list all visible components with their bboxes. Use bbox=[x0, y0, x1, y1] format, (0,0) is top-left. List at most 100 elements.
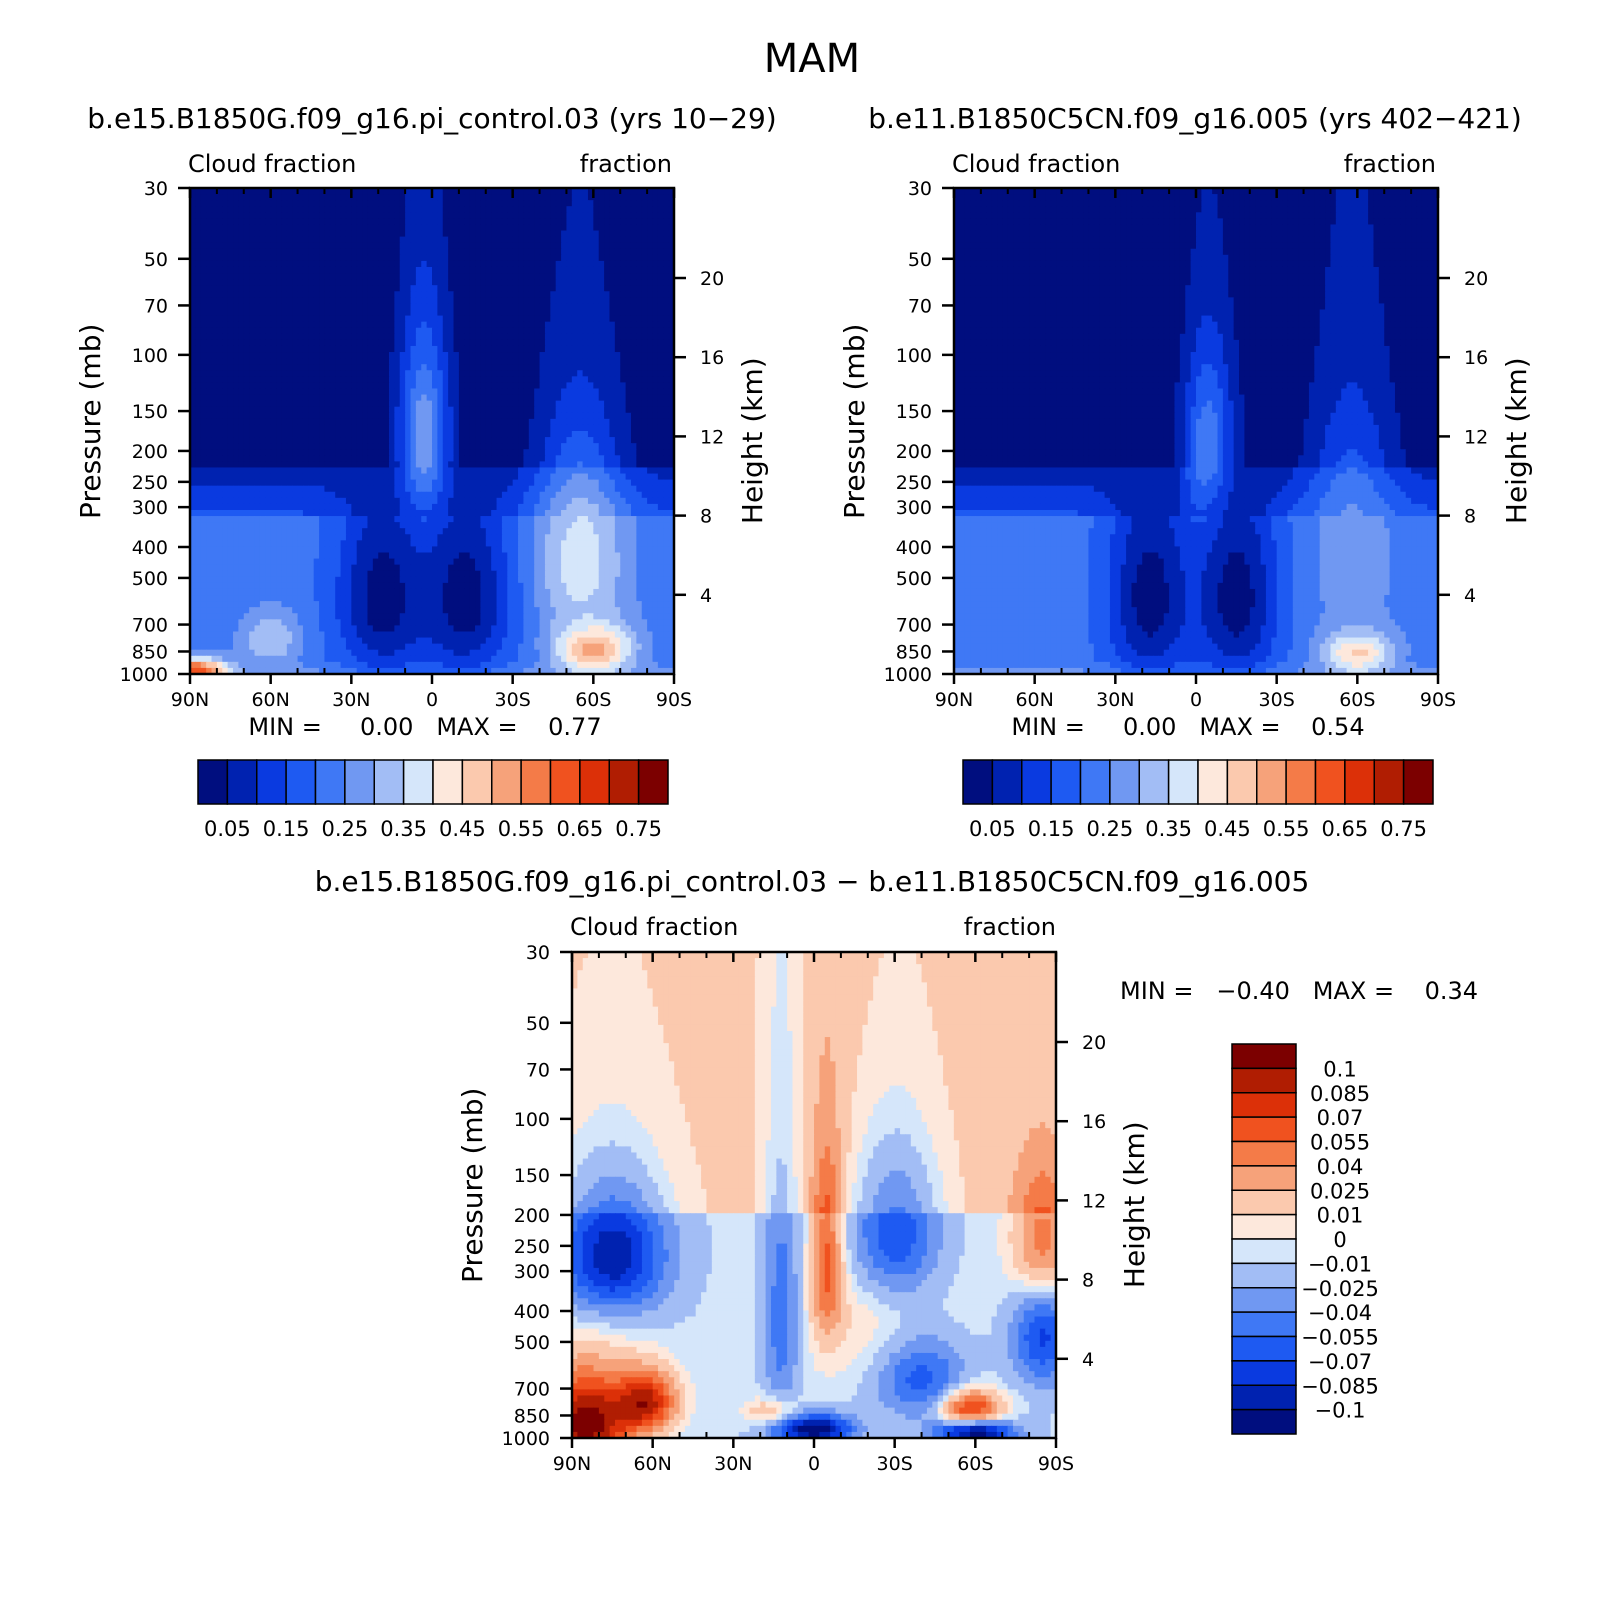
colorbar-label: 0.35 bbox=[1145, 817, 1192, 841]
colorbar-swatch bbox=[197, 759, 229, 805]
pressure-tick-label: 850 bbox=[132, 641, 168, 663]
colorbar-label: 0.35 bbox=[380, 817, 427, 841]
units-label: fraction bbox=[964, 913, 1056, 941]
lat-tick-label: 90S bbox=[656, 689, 692, 711]
colorbar-vertical: 0.10.0850.070.0550.040.0250.010−0.01−0.0… bbox=[1231, 1043, 1379, 1435]
pressure-tick-label: 50 bbox=[144, 249, 168, 271]
colorbar-label: 0.085 bbox=[1310, 1082, 1370, 1106]
lat-tick-label: 90S bbox=[1420, 689, 1456, 711]
colorbar-swatch bbox=[373, 759, 405, 805]
lat-tick-label: 60N bbox=[1015, 689, 1053, 711]
figure-title: MAM bbox=[764, 36, 860, 82]
colorbar-label: 0.05 bbox=[204, 817, 251, 841]
height-tick-label: 8 bbox=[1082, 1270, 1094, 1292]
colorbar-swatch bbox=[1231, 1311, 1297, 1338]
colorbar-label: −0.07 bbox=[1308, 1350, 1372, 1374]
colorbar-swatch bbox=[256, 759, 287, 805]
panel-top-right: b.e11.B1850C5CN.f09_g16.005 (yrs 402−421… bbox=[838, 102, 1533, 841]
colorbar-swatch bbox=[1285, 759, 1317, 805]
colorbar-swatch bbox=[991, 759, 1023, 805]
pressure-tick-label: 50 bbox=[526, 1013, 550, 1035]
pressure-tick-label: 500 bbox=[896, 568, 932, 590]
colorbar-swatch bbox=[1231, 1092, 1297, 1118]
colorbar-swatch bbox=[1109, 759, 1140, 805]
colorbar-swatch bbox=[314, 759, 346, 805]
lat-tick-label: 30N bbox=[714, 1453, 752, 1475]
panel-title: b.e15.B1850G.f09_g16.pi_control.03 − b.e… bbox=[315, 865, 1310, 898]
pressure-tick-label: 400 bbox=[514, 1301, 550, 1323]
y-axis-label: Pressure (mb) bbox=[456, 1088, 489, 1283]
colorbar-swatch bbox=[1231, 1140, 1297, 1167]
colorbar-swatch bbox=[1231, 1335, 1297, 1362]
lat-tick-label: 60N bbox=[251, 689, 289, 711]
colorbar-label: 0.55 bbox=[498, 817, 545, 841]
colorbar-swatch bbox=[1231, 1408, 1297, 1435]
colorbar-label: 0.25 bbox=[321, 817, 368, 841]
colorbar: 0.05 0.15 0.25 0.35 0.45 0.55 0.65 0.75 bbox=[962, 759, 1434, 841]
colorbar-label: 0.65 bbox=[1321, 817, 1368, 841]
height-tick-label: 12 bbox=[1082, 1190, 1106, 1212]
units-label: fraction bbox=[1344, 150, 1436, 178]
colorbar-swatch bbox=[1231, 1067, 1297, 1094]
lat-tick-label: 0 bbox=[426, 689, 438, 711]
pressure-tick-label: 70 bbox=[908, 295, 932, 317]
colorbar-swatch bbox=[491, 759, 522, 805]
colorbar-label: 0.055 bbox=[1310, 1131, 1370, 1155]
panel-title: b.e11.B1850C5CN.f09_g16.005 (yrs 402−421… bbox=[868, 102, 1522, 135]
colorbar-label: −0.1 bbox=[1315, 1399, 1366, 1423]
colorbar-label: 0.55 bbox=[1263, 817, 1310, 841]
variable-label: Cloud fraction bbox=[952, 150, 1120, 178]
panel-title: b.e15.B1850G.f09_g16.pi_control.03 (yrs … bbox=[87, 102, 776, 135]
colorbar-swatch bbox=[1231, 1360, 1297, 1386]
height-tick-label: 4 bbox=[1082, 1349, 1094, 1371]
lat-tick-label: 90N bbox=[171, 689, 209, 711]
height-tick-label: 4 bbox=[700, 585, 712, 607]
colorbar-swatch bbox=[1231, 1213, 1297, 1240]
variable-label: Cloud fraction bbox=[188, 150, 356, 178]
colorbar-swatch bbox=[549, 759, 581, 805]
colorbar-swatch bbox=[1050, 759, 1082, 805]
y-axis-label: Pressure (mb) bbox=[838, 324, 871, 519]
colorbar-label: 0.75 bbox=[615, 817, 662, 841]
lat-tick-label: 60S bbox=[957, 1453, 993, 1475]
colorbar-label: 0.1 bbox=[1323, 1057, 1356, 1081]
pressure-tick-label: 700 bbox=[132, 615, 168, 637]
lat-tick-label: 30N bbox=[1096, 689, 1134, 711]
panel-difference: b.e15.B1850G.f09_g16.pi_control.03 − b.e… bbox=[315, 865, 1478, 1475]
y-axis-label: Pressure (mb) bbox=[74, 324, 107, 519]
variable-label: Cloud fraction bbox=[570, 913, 738, 941]
lat-tick-label: 30S bbox=[495, 689, 531, 711]
colorbar-swatch bbox=[1231, 1043, 1297, 1070]
colorbar-label: 0.07 bbox=[1317, 1106, 1364, 1130]
pressure-tick-label: 30 bbox=[144, 178, 168, 200]
pressure-tick-label: 300 bbox=[132, 497, 168, 519]
colorbar-label: −0.01 bbox=[1308, 1252, 1372, 1276]
pressure-tick-label: 100 bbox=[132, 345, 168, 367]
contour-field bbox=[572, 952, 1057, 1439]
pressure-tick-label: 150 bbox=[896, 401, 932, 423]
colorbar-swatch bbox=[402, 759, 434, 805]
lat-tick-label: 30S bbox=[877, 1453, 913, 1475]
colorbar-label: 0 bbox=[1333, 1228, 1346, 1252]
pressure-tick-label: 150 bbox=[132, 401, 168, 423]
pressure-tick-label: 700 bbox=[896, 615, 932, 637]
lat-tick-label: 90S bbox=[1038, 1453, 1074, 1475]
pressure-tick-label: 200 bbox=[896, 441, 932, 463]
pressure-tick-label: 400 bbox=[896, 537, 932, 559]
colorbar-label: 0.025 bbox=[1310, 1179, 1370, 1203]
pressure-tick-label: 100 bbox=[514, 1109, 550, 1131]
pressure-tick-label: 500 bbox=[514, 1332, 550, 1354]
colorbar-swatch bbox=[1231, 1165, 1297, 1191]
colorbar-swatch bbox=[226, 759, 258, 805]
min-max-label: MIN = −0.40 MAX = 0.34 bbox=[1120, 977, 1478, 1005]
colorbar-swatch bbox=[1226, 759, 1258, 805]
colorbar-label: −0.025 bbox=[1301, 1277, 1379, 1301]
lat-tick-label: 30N bbox=[332, 689, 370, 711]
lat-tick-label: 30S bbox=[1259, 689, 1295, 711]
colorbar-swatch bbox=[608, 759, 640, 805]
pressure-tick-label: 250 bbox=[132, 472, 168, 494]
colorbar-swatch bbox=[1256, 759, 1287, 805]
